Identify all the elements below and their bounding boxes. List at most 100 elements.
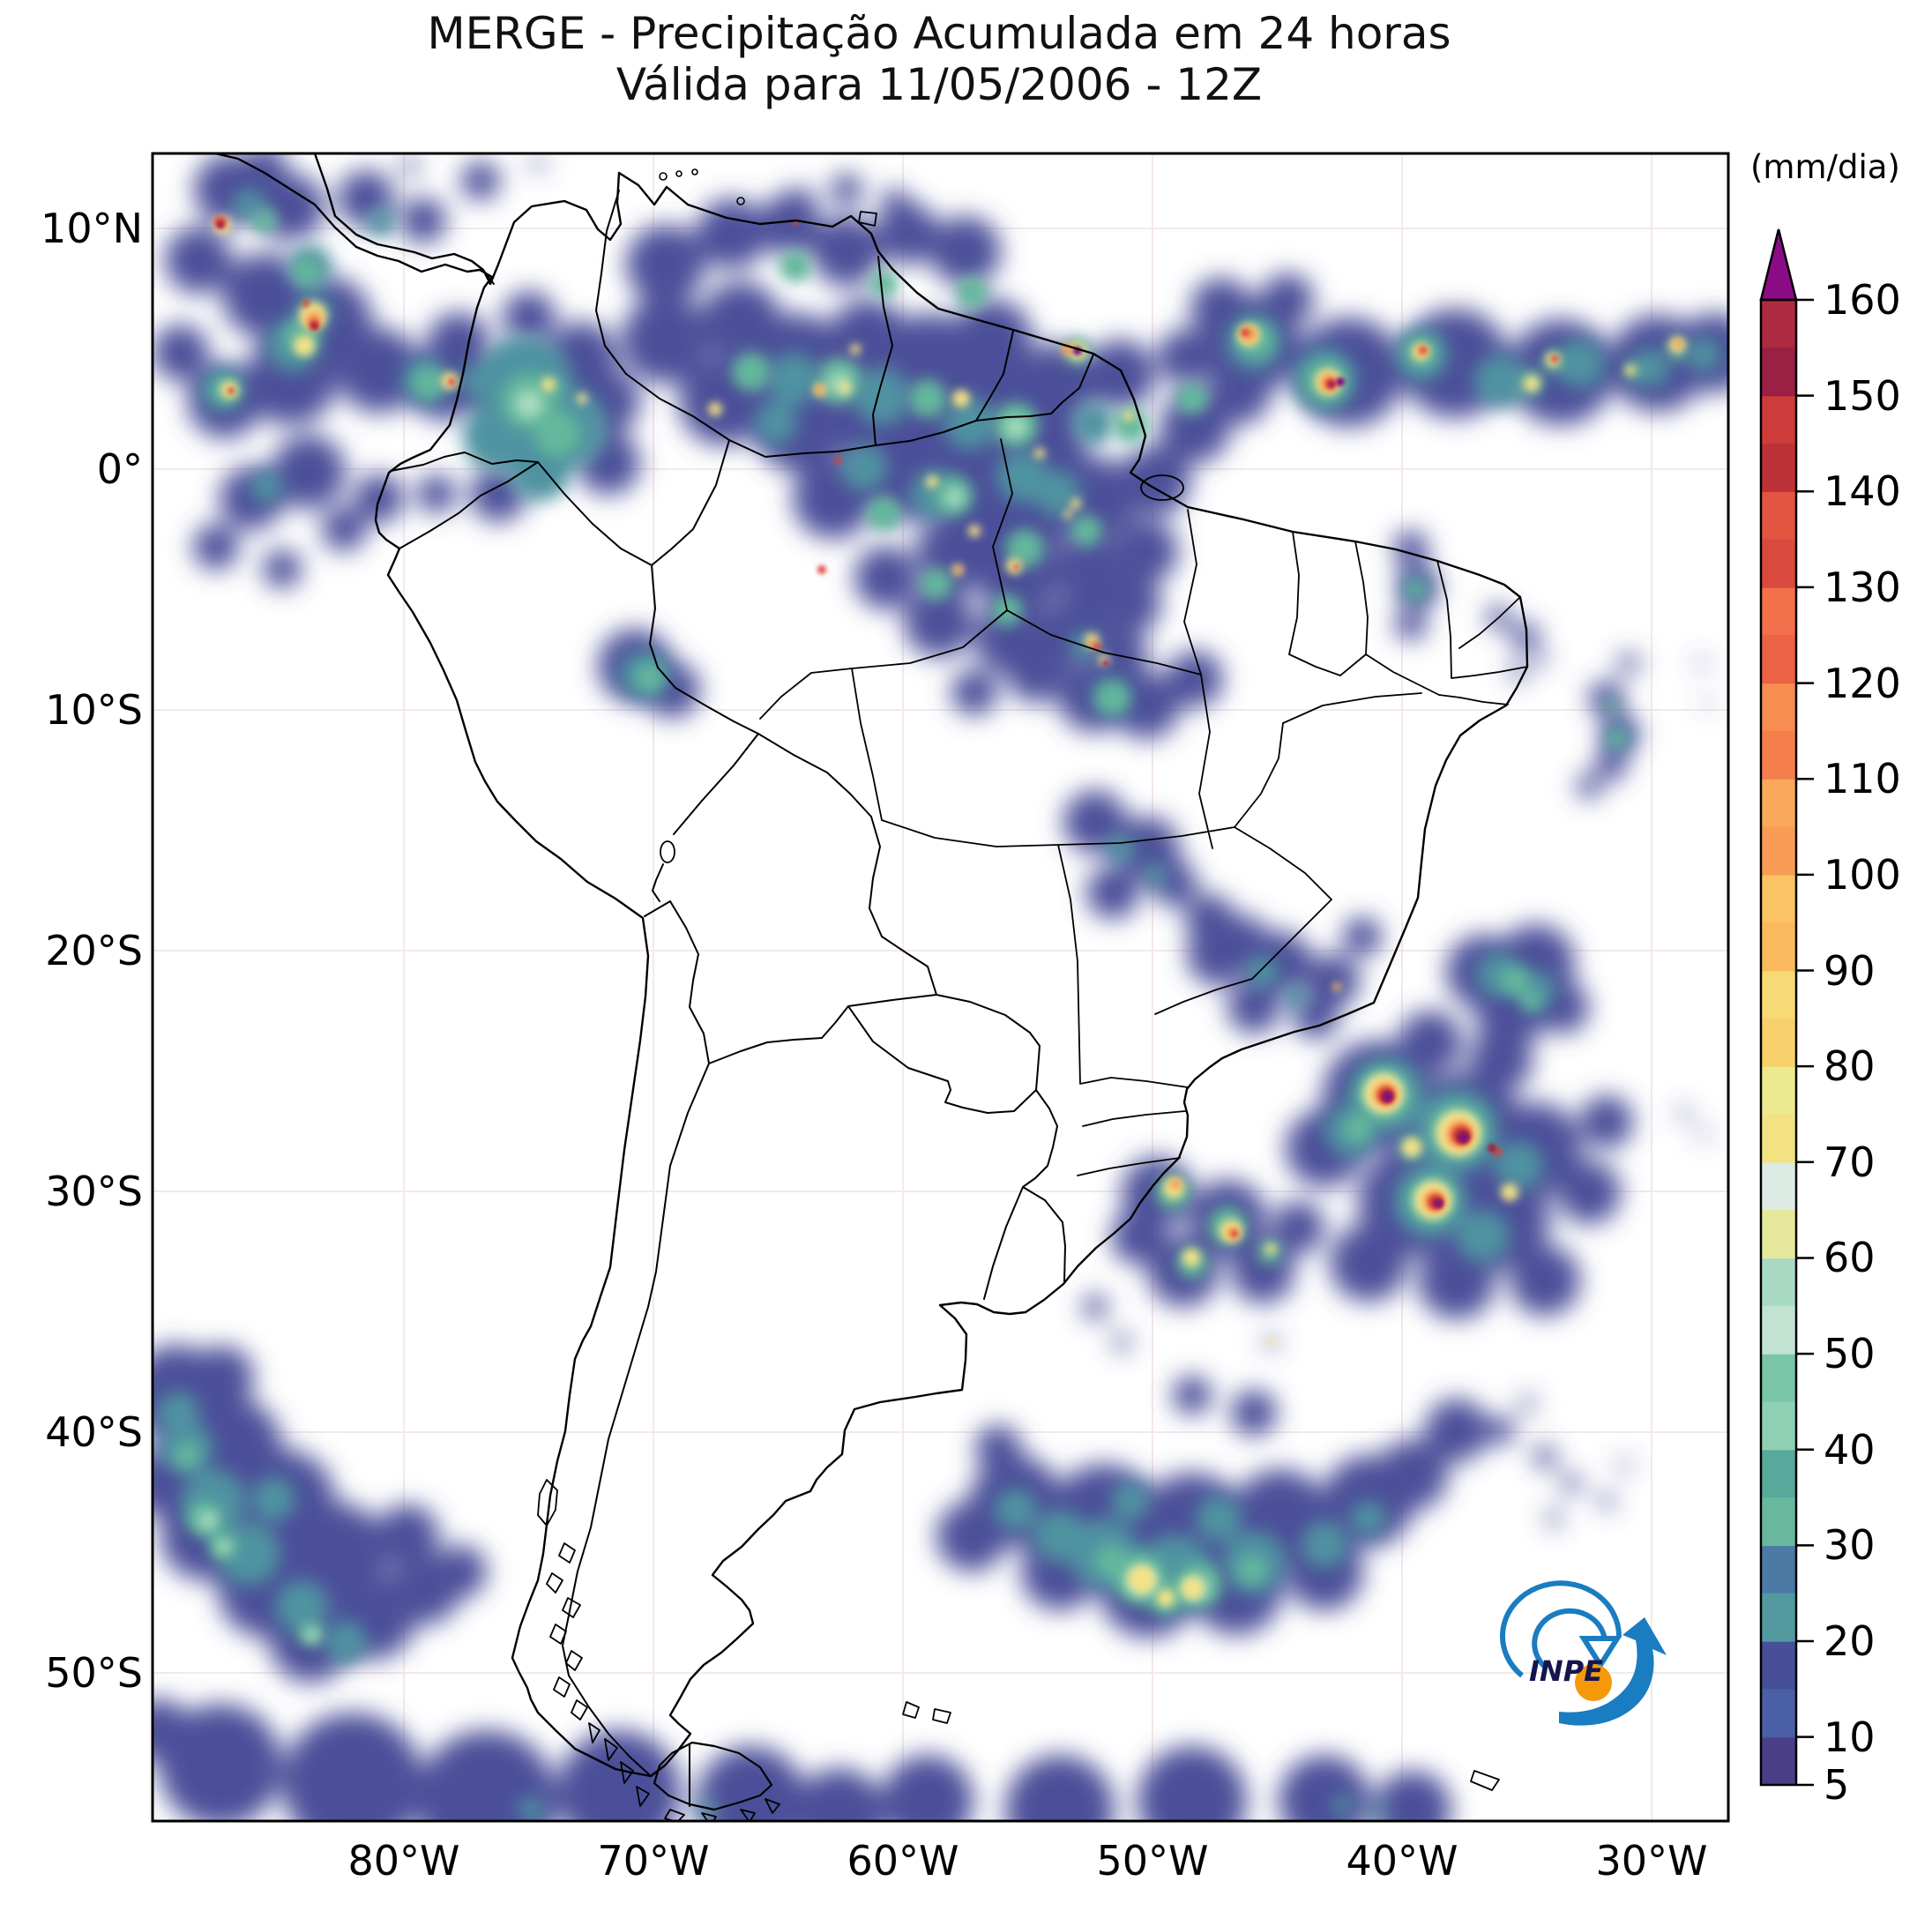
precip-cell	[767, 353, 820, 406]
precip-cell	[869, 270, 898, 298]
colorbar-tick-label: 160	[1824, 276, 1901, 324]
colorbar-segment	[1761, 539, 1796, 588]
precip-cell	[794, 1768, 885, 1821]
precip-cell	[926, 475, 938, 488]
colorbar-tick-label: 110	[1824, 755, 1901, 803]
precip-cell	[1160, 392, 1230, 463]
precip-cell	[1196, 1496, 1242, 1541]
precip-cell	[1093, 643, 1100, 650]
precip-cell	[1631, 348, 1670, 387]
precip-cell	[416, 1730, 557, 1821]
precip-layer-green	[175, 208, 1688, 1646]
tierra-del-fuego-island	[653, 1741, 773, 1811]
south-georgia-island	[1470, 1770, 1500, 1791]
precip-cell	[302, 300, 310, 307]
precip-cell	[779, 188, 817, 227]
precip-cell	[165, 227, 232, 294]
precip-cell	[1332, 1795, 1352, 1815]
precip-cell	[1086, 866, 1139, 919]
precip-cell	[1231, 1390, 1277, 1436]
precip-cell	[1589, 681, 1624, 716]
precip-cell	[1608, 730, 1625, 748]
precip-cell	[1487, 1416, 1515, 1444]
lon-tick-label: 50°W	[1096, 1837, 1209, 1885]
precip-cell	[1605, 698, 1619, 713]
colorbar-unit-label: (mm/dia)	[1750, 148, 1900, 186]
precip-cell	[881, 189, 909, 217]
precip-cell	[1072, 402, 1115, 444]
colorbar-segment	[1761, 922, 1796, 972]
precip-cell	[841, 444, 887, 490]
colorbar-tick-label: 30	[1824, 1521, 1876, 1570]
inpe-logo-down-arrowhead	[1578, 1636, 1622, 1670]
colorbar-segment	[1761, 1305, 1796, 1355]
colorbar	[1759, 228, 1814, 1787]
precip-layer-light-green	[199, 372, 1478, 1642]
precip-cell	[1393, 531, 1428, 566]
colorbar-tick-label: 130	[1824, 563, 1901, 611]
colorbar-tick-label: 120	[1824, 659, 1901, 707]
precip-cell	[541, 377, 556, 392]
colorbar-tick-label: 40	[1824, 1425, 1876, 1474]
precip-cell	[780, 250, 811, 282]
colorbar-segment	[1761, 1354, 1796, 1403]
colorbar-segment	[1761, 395, 1796, 444]
precip-cell	[1063, 510, 1072, 519]
precip-cell	[1170, 1179, 1181, 1190]
precip-cell	[1157, 1589, 1175, 1607]
colorbar-tick-label: 90	[1824, 946, 1876, 995]
lon-tick-label: 80°W	[347, 1837, 460, 1885]
colorbar-tick-label: 10	[1824, 1713, 1876, 1761]
colorbar-segment	[1761, 826, 1796, 876]
lon-tick-label: 30°W	[1595, 1837, 1708, 1885]
colorbar-segment	[1761, 1401, 1796, 1451]
colorbar-tick-label: 140	[1824, 467, 1901, 516]
colorbar-segment	[1761, 1210, 1796, 1259]
precip-cell	[1369, 1802, 1385, 1818]
precip-cell	[1595, 749, 1627, 780]
precip-cell	[708, 402, 722, 416]
colorbar-tick-label: 100	[1824, 850, 1901, 899]
trinidad-island	[858, 211, 877, 227]
colorbar-segment	[1761, 1593, 1796, 1642]
precip-cell	[1697, 658, 1707, 668]
inpe-logo-outer-swirl	[1500, 1580, 1622, 1678]
colorbar-tick-label: 60	[1824, 1234, 1876, 1282]
precip-cell	[854, 369, 910, 425]
precip-cell	[1551, 355, 1558, 362]
precip-cell	[817, 565, 826, 574]
precip-cell	[557, 1730, 681, 1821]
precip-cell	[1182, 1249, 1200, 1266]
precip-cell	[157, 1392, 199, 1434]
precip-cell	[877, 203, 939, 265]
precip-cell	[1083, 1295, 1108, 1319]
precip-cell	[1113, 1333, 1130, 1351]
colorbar-tick-label: 5	[1824, 1761, 1850, 1809]
precip-cell	[1343, 917, 1382, 956]
precip-cell	[1678, 1107, 1690, 1119]
precip-cell	[831, 174, 862, 205]
colorbar-segment	[1761, 491, 1796, 541]
colorbar-segment	[1761, 1114, 1796, 1163]
precip-cell	[577, 393, 587, 404]
precip-cell	[1402, 1138, 1421, 1157]
precip-cell	[1054, 534, 1124, 604]
precip-cell	[1247, 956, 1279, 988]
precip-cell	[1457, 1210, 1510, 1263]
lon-tick-label: 70°W	[597, 1837, 710, 1885]
precip-cell	[732, 353, 771, 392]
precip-cell	[1013, 564, 1018, 570]
inpe-logo-swoosh-arrow	[1559, 1617, 1667, 1726]
precip-cell	[850, 344, 861, 355]
precip-cell	[250, 471, 282, 503]
colorbar-over-arrow	[1759, 228, 1798, 302]
precip-cell	[755, 402, 797, 444]
lon-tick-label: 40°W	[1346, 1837, 1458, 1885]
precip-cell	[515, 390, 543, 418]
precip-cell	[995, 1489, 1037, 1531]
precip-cell	[811, 216, 882, 287]
inpe-logo: INPE	[1500, 1580, 1667, 1726]
precip-cell	[1524, 376, 1540, 392]
precip-cell	[1686, 337, 1721, 372]
